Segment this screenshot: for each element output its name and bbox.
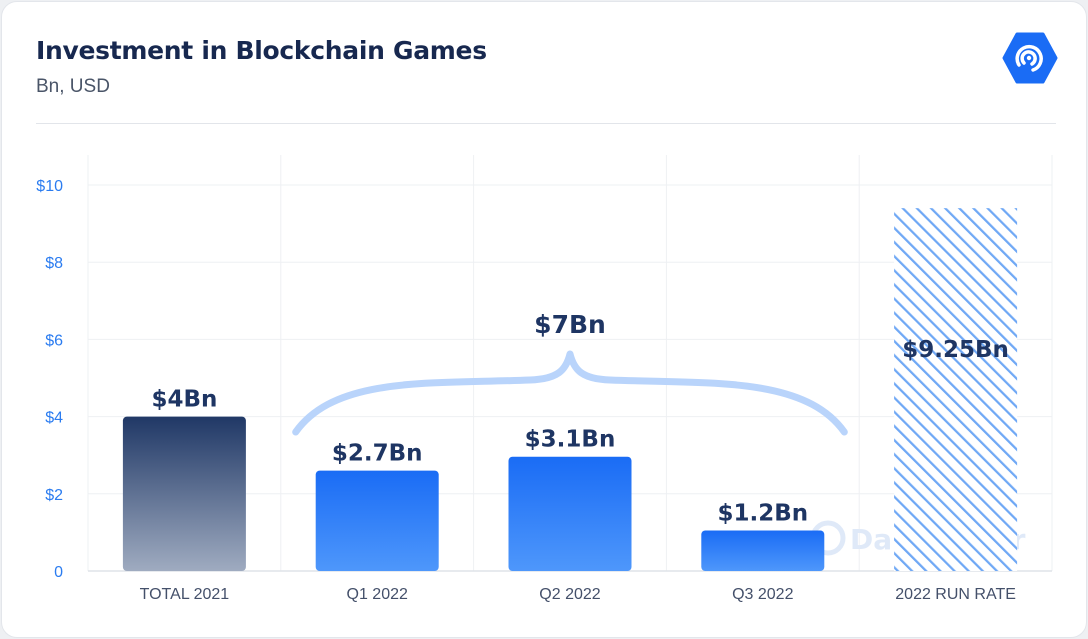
data-label: $3.1Bn	[525, 427, 616, 453]
brace-label: $7Bn	[534, 310, 606, 339]
x-tick-label: Q1 2022	[347, 586, 408, 603]
bar-q3-2022	[701, 530, 825, 571]
data-label: $9.25Bn	[902, 337, 1009, 363]
chart-title: Investment in Blockchain Games	[36, 36, 487, 65]
y-tick-label: $4	[45, 410, 63, 427]
x-tick-label: Q2 2022	[539, 586, 600, 603]
y-tick-label: 0	[54, 564, 63, 581]
y-tick-label: $6	[45, 332, 63, 349]
x-tick-label: TOTAL 2021	[140, 586, 230, 603]
bar-total-2021	[122, 416, 246, 571]
bar-q2-2022	[508, 456, 632, 571]
brace-annotation	[292, 350, 848, 436]
chart-subtitle: Bn, USD	[36, 76, 110, 97]
data-label: $1.2Bn	[717, 500, 808, 526]
bar-q1-2022	[315, 470, 439, 571]
y-tick-label: $8	[45, 255, 63, 272]
y-tick-label: $10	[36, 178, 63, 195]
data-label: $4Bn	[151, 387, 217, 413]
header-divider	[36, 123, 1056, 124]
data-label: $2.7Bn	[332, 441, 423, 467]
bar-2022-run-rate	[894, 208, 1018, 571]
y-tick-label: $2	[45, 487, 63, 504]
dappradar-logo-icon[interactable]	[1002, 32, 1058, 84]
x-tick-label: 2022 RUN RATE	[895, 586, 1016, 603]
x-tick-label: Q3 2022	[732, 586, 793, 603]
